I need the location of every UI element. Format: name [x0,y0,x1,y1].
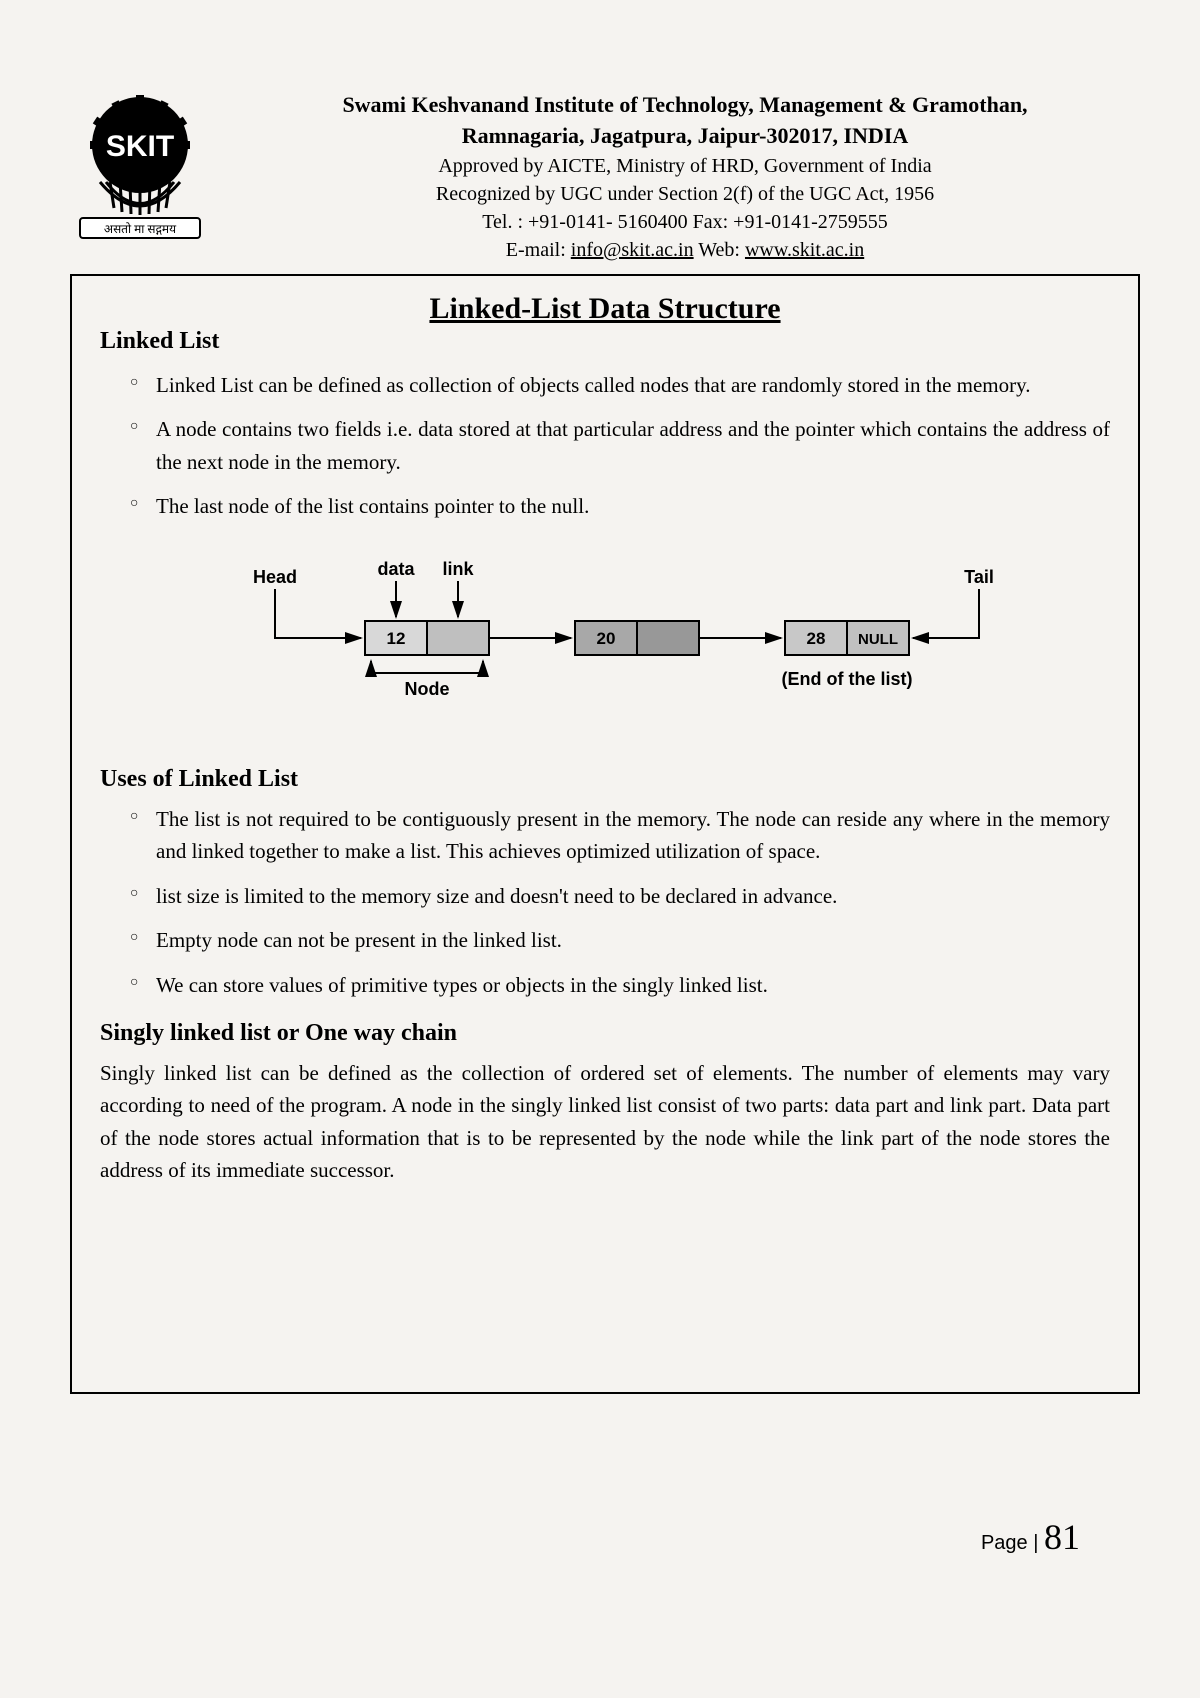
letterhead: SKIT असतो मा सद्गमय [70,90,1140,264]
email-label: E-mail: [506,239,571,261]
list-item: list size is limited to the memory size … [130,880,1110,913]
page-title: Linked-List Data Structure [100,292,1110,326]
section3-para: Singly linked list can be defined as the… [100,1057,1110,1187]
content-frame: Linked-List Data Structure Linked List L… [70,274,1140,1394]
recognized-line: Recognized by UGC under Section 2(f) of … [230,180,1140,208]
svg-text:data: data [377,559,415,579]
header-text: Swami Keshvanand Institute of Technology… [230,90,1140,264]
logo-motto: असतो मा सद्गमय [104,222,177,236]
svg-text:12: 12 [387,629,406,648]
section1-heading: Linked List [100,328,1110,355]
list-item: We can store values of primitive types o… [130,969,1110,1002]
list-item: A node contains two fields i.e. data sto… [130,413,1110,478]
svg-text:28: 28 [807,629,826,648]
list-item: Linked List can be defined as collection… [130,369,1110,402]
page-number: 81 [1044,1517,1080,1557]
institute-name: Swami Keshvanand Institute of Technology… [230,90,1140,121]
page-label: Page | [981,1532,1038,1554]
svg-text:NULL: NULL [858,631,898,648]
web-label: Web: [694,239,745,261]
contact-line: E-mail: info@skit.ac.in Web: www.skit.ac… [230,236,1140,264]
page-footer: Page | 81 [981,1516,1080,1558]
logo-text: SKIT [106,130,174,163]
institute-address: Ramnagaria, Jagatpura, Jaipur-302017, IN… [230,121,1140,152]
section1-list: Linked List can be defined as collection… [100,369,1110,523]
section2-heading: Uses of Linked List [100,766,1110,793]
section2-list: The list is not required to be contiguou… [100,803,1110,1002]
svg-text:Node: Node [405,679,450,699]
list-item: Empty node can not be present in the lin… [130,924,1110,957]
web-link[interactable]: www.skit.ac.in [745,239,864,261]
list-item: The last node of the list contains point… [130,490,1110,523]
tel-line: Tel. : +91-0141- 5160400 Fax: +91-0141-2… [230,208,1140,236]
list-item: The list is not required to be contiguou… [130,803,1110,868]
section3-heading: Singly linked list or One way chain [100,1020,1110,1047]
linked-list-diagram: Head data link Tail 12 20 28 NULL Node (End of th… [100,543,1110,733]
approved-line: Approved by AICTE, Ministry of HRD, Gove… [230,152,1140,180]
svg-text:link: link [442,559,474,579]
institute-logo: SKIT असतो मा सद्गमय [70,90,210,245]
svg-text:(End of the list): (End of the list) [782,669,913,689]
svg-text:20: 20 [597,629,616,648]
svg-text:Head: Head [253,567,297,587]
email-link[interactable]: info@skit.ac.in [571,239,694,261]
svg-text:Tail: Tail [964,567,994,587]
